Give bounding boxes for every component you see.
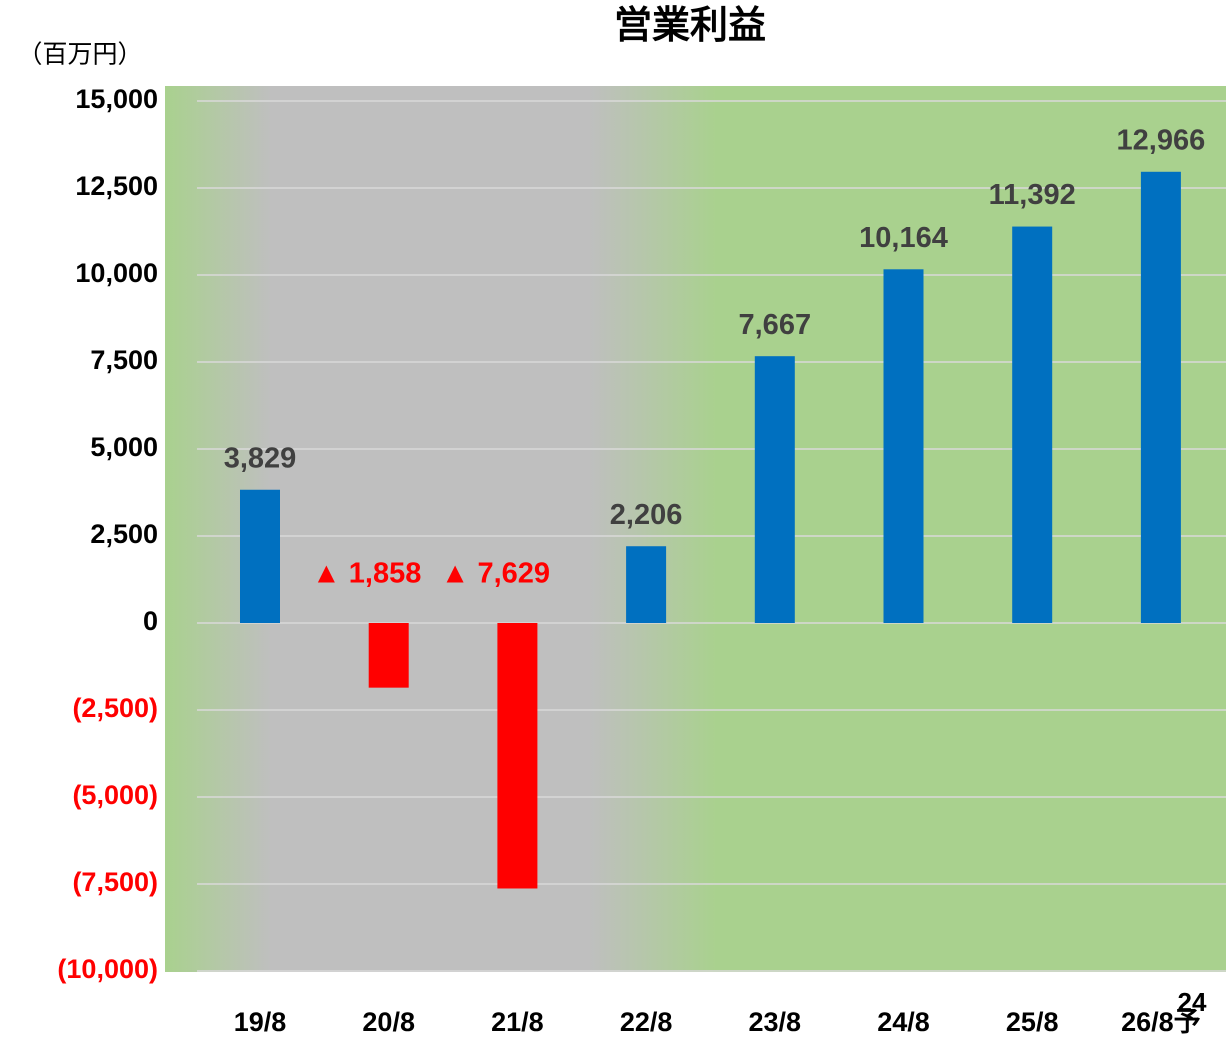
y-tick-label: (5,000) [72,780,158,810]
y-tick-label: (7,500) [72,867,158,897]
x-tick-label: 20/8 [362,1007,415,1037]
page-number: 24 [1178,987,1207,1017]
data-label: ▲ 7,629 [441,558,550,590]
data-label: 12,966 [1117,124,1206,156]
y-tick-label: (10,000) [57,954,158,984]
data-label: 3,829 [224,442,297,474]
bar [626,546,667,623]
x-tick-label: 25/8 [1006,1007,1059,1037]
plot-background [165,86,1226,972]
data-label: 7,667 [739,309,812,341]
bar [883,269,924,623]
data-label: 2,206 [610,499,683,531]
y-tick-label: 15,000 [75,84,158,114]
y-tick-label: 0 [143,606,158,636]
x-tick-label: 22/8 [620,1007,673,1037]
data-label: ▲ 1,858 [312,558,421,590]
x-tick-label: 21/8 [491,1007,544,1037]
y-tick-label: (2,500) [72,693,158,723]
y-axis-label: （百万円） [17,41,142,69]
bar [497,623,538,889]
y-tick-label: 7,500 [90,345,158,375]
y-tick-label: 2,500 [90,519,158,549]
data-label: 11,392 [989,179,1076,211]
x-tick-label: 26/8予 [1121,1007,1201,1037]
bar [1012,226,1053,623]
bar [368,623,409,688]
bar [240,489,280,623]
y-tick-label: 12,500 [75,171,158,201]
data-label: 10,164 [859,222,948,254]
chart-title: 営業利益 [614,5,766,47]
y-tick-label: 10,000 [75,258,158,288]
x-tick-label: 24/8 [877,1007,930,1037]
x-tick-label: 23/8 [749,1007,802,1037]
bar [1140,171,1181,623]
y-tick-label: 5,000 [90,432,158,462]
x-tick-label: 19/8 [234,1007,287,1037]
bar [754,356,795,623]
